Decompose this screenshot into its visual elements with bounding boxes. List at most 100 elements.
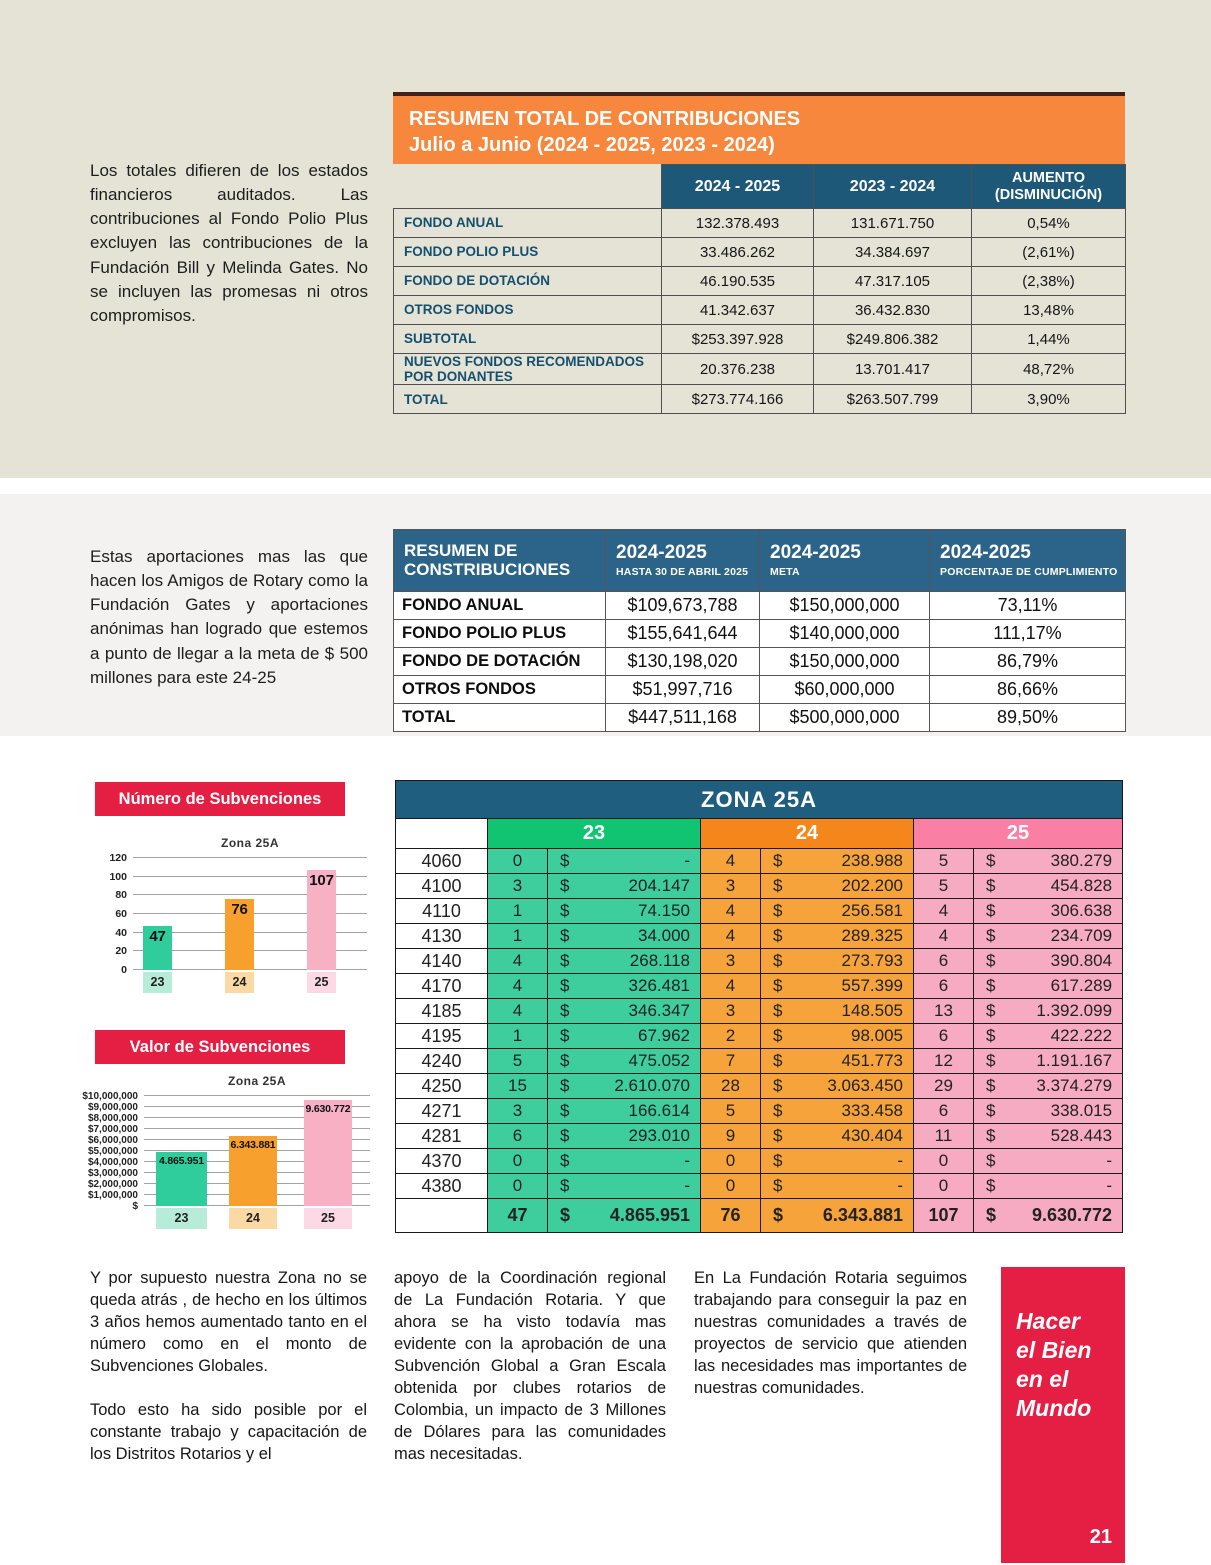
zona-count-25: 6 bbox=[913, 948, 974, 974]
zona-count-23: 0 bbox=[487, 848, 548, 874]
goal-value-meta: $140,000,000 bbox=[759, 619, 930, 648]
goal-value-pct: 86,66% bbox=[929, 675, 1126, 704]
zona-value-cell: $166.614 bbox=[547, 1098, 701, 1124]
zona-money: $430.404 bbox=[761, 1126, 913, 1146]
zona-money: $338.015 bbox=[974, 1101, 1122, 1121]
zona-district: 4100 bbox=[395, 873, 488, 899]
zona-district: 4281 bbox=[395, 1123, 488, 1149]
zona-value-cell: $273.793 bbox=[760, 948, 914, 974]
currency-symbol: $ bbox=[560, 876, 570, 895]
zona-value-cell: $451.773 bbox=[760, 1048, 914, 1074]
zona-count-23: 0 bbox=[487, 1148, 548, 1174]
summary-value-2024-2025: 132.378.493 bbox=[661, 208, 814, 238]
summary-row-label: FONDO DE DOTACIÓN bbox=[393, 266, 662, 296]
goal-row-label: FONDO DE DOTACIÓN bbox=[393, 647, 606, 676]
contributions-summary-table: 2024 - 2025 2023 - 2024 AUMENTO (DISMINU… bbox=[393, 164, 1126, 415]
zona-count-23: 4 bbox=[487, 973, 548, 999]
currency-symbol: $ bbox=[986, 976, 996, 995]
zona-count-24: 3 bbox=[700, 948, 761, 974]
goal-table-row: FONDO POLIO PLUS $155,641,644 $140,000,000… bbox=[393, 619, 1126, 648]
goal-table-row: FONDO DE DOTACIÓN $130,198,020 $150,000,00… bbox=[393, 647, 1126, 676]
zona-count-25: 12 bbox=[913, 1048, 974, 1074]
zona-value-cell: $3.063.450 bbox=[760, 1073, 914, 1099]
zona-money: $2.610.070 bbox=[548, 1076, 700, 1096]
amount: - bbox=[684, 851, 690, 870]
zona-count-24: 5 bbox=[700, 1098, 761, 1124]
y-axis-tick-label: $ bbox=[132, 1201, 138, 1212]
zona-money: $67.962 bbox=[548, 1026, 700, 1046]
zona-money: $9.630.772 bbox=[974, 1205, 1122, 1226]
zona-district: 4380 bbox=[395, 1173, 488, 1199]
gridline bbox=[133, 875, 367, 877]
zona-money: $1.392.099 bbox=[974, 1001, 1122, 1021]
zona-table-row: 4271 3 $166.614 5 $333.458 6 $338.015 bbox=[395, 1098, 1124, 1124]
zona-table-row: 4370 0 $ -0 $ -0 $ - bbox=[395, 1148, 1124, 1174]
chart1-plot: 0 20 40 60 80 100 120 47 23 76 24 107 25 bbox=[109, 852, 367, 993]
zona-count-24: 4 bbox=[700, 898, 761, 924]
summary-value-delta: 1,44% bbox=[971, 324, 1126, 354]
summary-value-2023-2024: 131.671.750 bbox=[813, 208, 972, 238]
summary-value-2023-2024: $263.507.799 bbox=[813, 384, 972, 415]
goal-value-pct: 111,17% bbox=[929, 619, 1126, 648]
zona-count-23: 5 bbox=[487, 1048, 548, 1074]
y-axis-tick-label: $3,000,000 bbox=[87, 1168, 138, 1179]
zona-total-count-24: 76 bbox=[700, 1198, 761, 1233]
chart2-title: Zona 25A bbox=[227, 1074, 286, 1088]
motto-line-2: el Bien bbox=[1016, 1336, 1092, 1363]
zona-value-cell: $34.000 bbox=[547, 923, 701, 949]
zona-count-24: 2 bbox=[700, 1023, 761, 1049]
currency-symbol: $ bbox=[560, 1101, 570, 1120]
goal-value-meta: $500,000,000 bbox=[759, 703, 930, 732]
zona-value-cell: $617.289 bbox=[972, 973, 1124, 999]
y-axis-tick-label: 120 bbox=[109, 852, 127, 864]
amount: 234.709 bbox=[1050, 926, 1113, 945]
goal-value-meta: $60,000,000 bbox=[759, 675, 930, 704]
summary-table-row: FONDO POLIO PLUS 33.486.262 34.384.697 (2,6… bbox=[393, 237, 1126, 267]
goal-table-row: OTROS FONDOS $51,997,716 $60,000,000 86,66% bbox=[393, 675, 1126, 704]
summary-table-row: NUEVOS FONDOS RECOMENDADOS POR DONANTES 2… bbox=[393, 352, 1126, 386]
goal-row-label: OTROS FONDOS bbox=[393, 675, 606, 704]
bar-category-chip: 25 bbox=[307, 972, 336, 993]
goal-row-label: TOTAL bbox=[393, 703, 606, 732]
currency-symbol: $ bbox=[560, 1026, 570, 1045]
amount: 380.279 bbox=[1050, 851, 1113, 870]
zona-value-cell: $430.404 bbox=[760, 1123, 914, 1149]
grants-value-banner: Valor de Subvenciones bbox=[95, 1030, 345, 1064]
summary-row-label: NUEVOS FONDOS RECOMENDADOS POR DONANTES bbox=[393, 352, 662, 386]
zona-money: $293.010 bbox=[548, 1126, 700, 1146]
zona-count-25: 13 bbox=[913, 998, 974, 1024]
zona-table-row: 4060 0 $ -4 $238.988 5 $380.279 bbox=[395, 848, 1124, 874]
currency-symbol: $ bbox=[560, 1176, 570, 1195]
goal-value-actual: $155,641,644 bbox=[605, 619, 760, 648]
amount: 293.010 bbox=[628, 1126, 690, 1145]
zona-money: $326.481 bbox=[548, 976, 700, 996]
zona-district: 4370 bbox=[395, 1148, 488, 1174]
zona-count-25: 29 bbox=[913, 1073, 974, 1099]
zona-value-cell: $557.399 bbox=[760, 973, 914, 999]
zona-total-count-23: 47 bbox=[487, 1198, 548, 1233]
y-axis-tick-label: $10,000,000 bbox=[82, 1091, 138, 1102]
summary-value-2024-2025: $253.397.928 bbox=[661, 324, 814, 354]
amount: 528.443 bbox=[1050, 1126, 1113, 1145]
zona-money: $6.343.881 bbox=[761, 1205, 913, 1226]
zona-count-24: 4 bbox=[700, 923, 761, 949]
zona-count-25: 0 bbox=[913, 1148, 974, 1174]
zona-value-cell: $202.200 bbox=[760, 873, 914, 899]
zona-money: $148.505 bbox=[761, 1001, 913, 1021]
zona-money: $ - bbox=[548, 851, 700, 871]
goal-table-body: FONDO ANUAL $109,673,788 $150,000,000 73,11… bbox=[393, 591, 1126, 732]
zona-value-cell: $293.010 bbox=[547, 1123, 701, 1149]
goal-col-pct: 2024-2025 PORCENTAJE DE CUMPLIMIENTO bbox=[929, 529, 1126, 592]
y-axis-tick-label: 60 bbox=[115, 908, 127, 920]
amount: 422.222 bbox=[1050, 1026, 1113, 1045]
amount: 1.392.099 bbox=[1036, 1001, 1113, 1020]
zona-count-24: 3 bbox=[700, 998, 761, 1024]
summary-table-row: OTROS FONDOS 41.342.637 36.432.830 13,48% bbox=[393, 295, 1126, 325]
zona-money: $268.118 bbox=[548, 951, 700, 971]
bottom-col1-paragraph1: Y por supuesto nuestra Zona no se queda … bbox=[90, 1269, 367, 1375]
goal-corner-cell: RESUMEN DE CONSTRIBUCIONES bbox=[393, 529, 606, 592]
zona-money: $289.325 bbox=[761, 926, 913, 946]
summary-value-delta: 48,72% bbox=[971, 352, 1126, 386]
y-axis-tick-label: 100 bbox=[109, 870, 127, 883]
goal-col-actual-sub: HASTA 30 DE ABRIL 2025 bbox=[616, 566, 749, 579]
